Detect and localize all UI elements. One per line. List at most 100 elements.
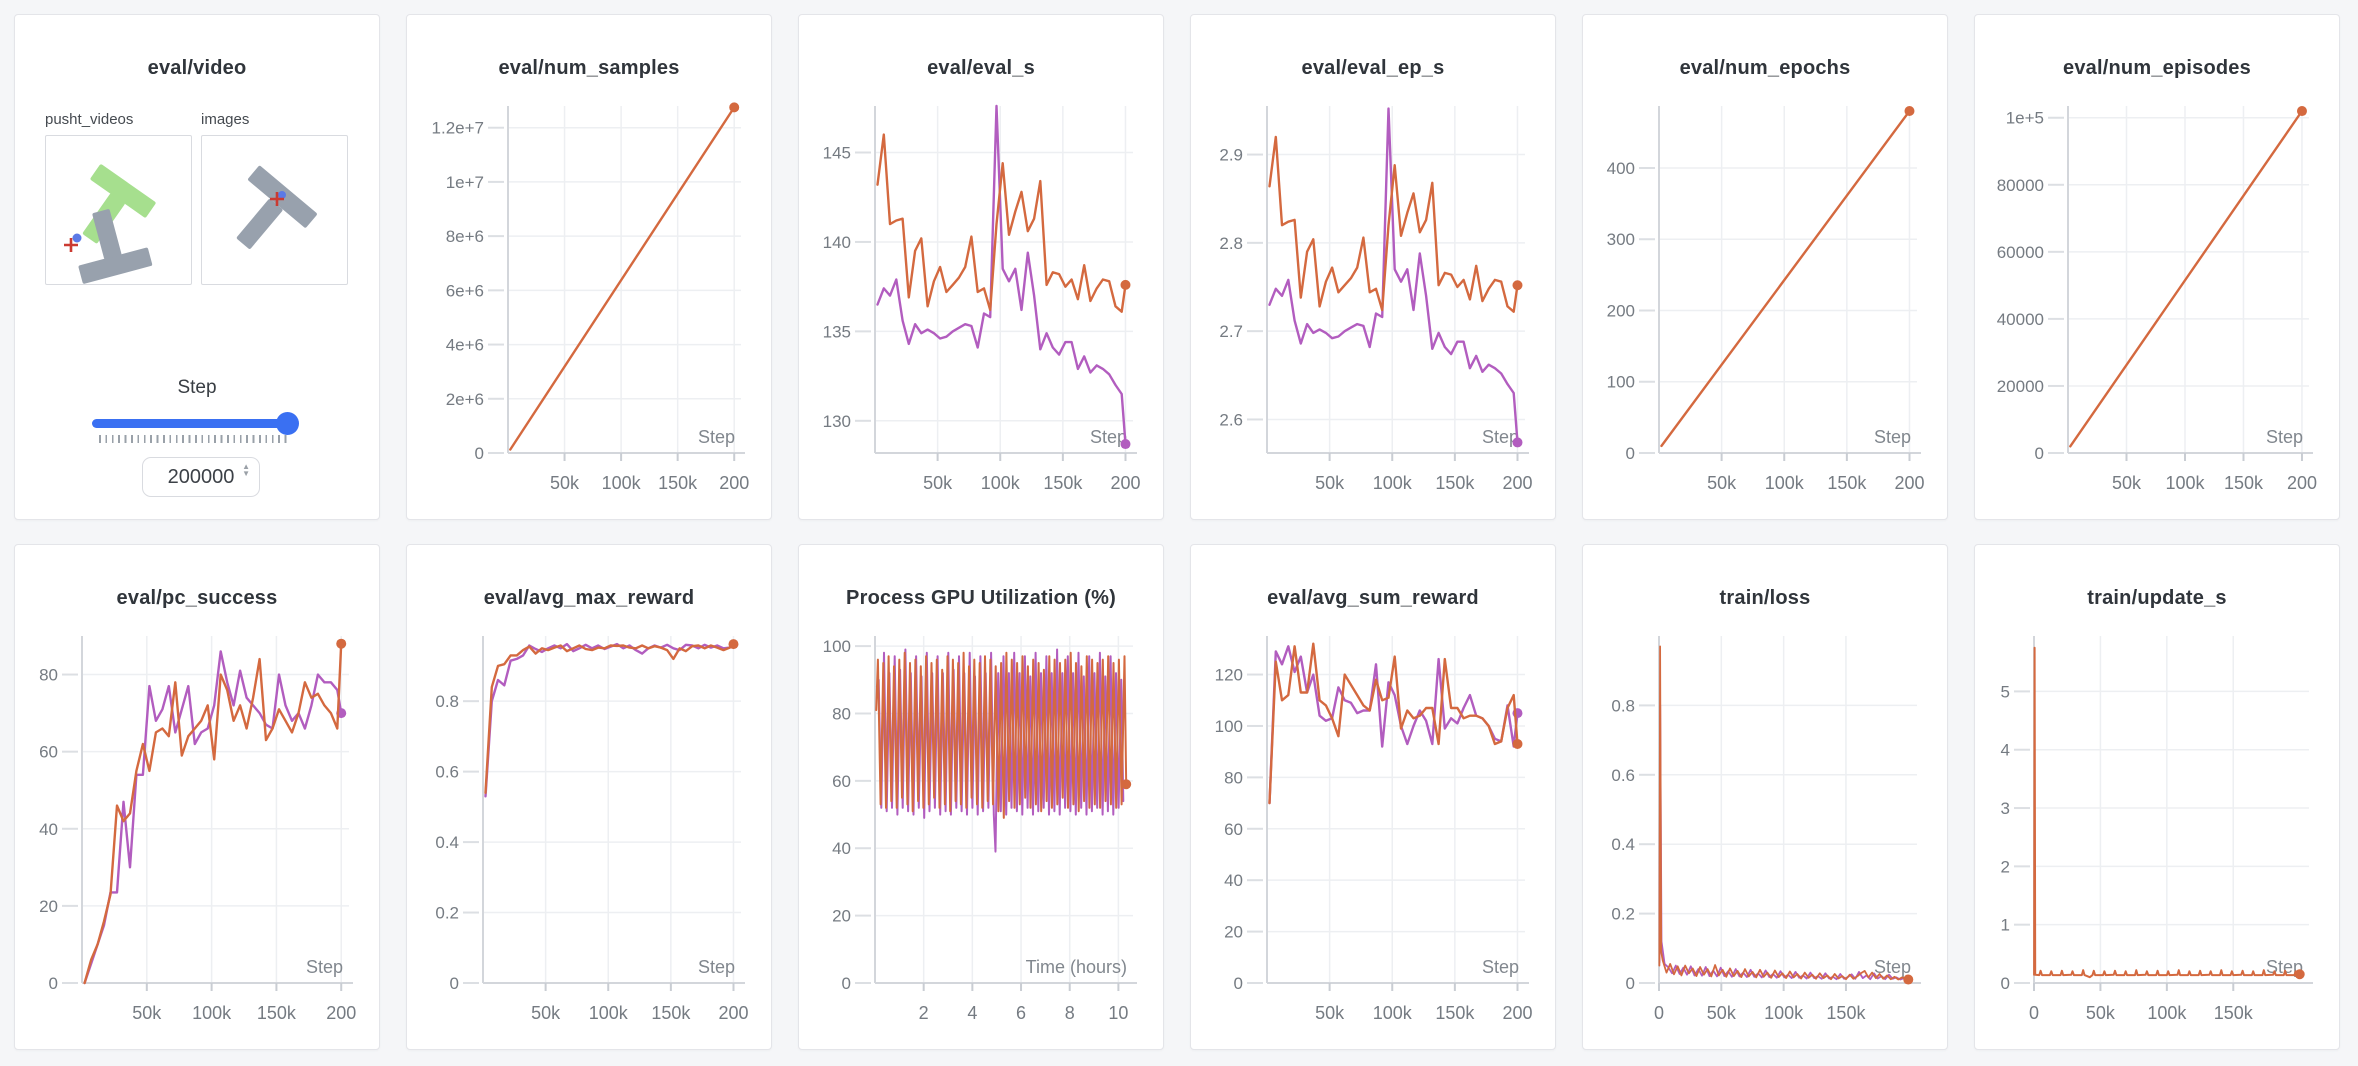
step-input[interactable]: 200000 ▲ ▼	[142, 457, 260, 497]
agent-dot-icon	[72, 233, 82, 243]
svg-text:150k: 150k	[2214, 1003, 2254, 1023]
svg-text:1e+7: 1e+7	[446, 173, 484, 192]
stepper-down-icon[interactable]: ▼	[242, 469, 250, 478]
chart-panel-num_episodes: eval/num_episodes 50k 100k 150k 200 0 20000 400…	[1974, 14, 2340, 520]
images-thumbnail[interactable]	[201, 135, 348, 285]
svg-text:0.8: 0.8	[435, 692, 459, 711]
svg-text:150k: 150k	[257, 1003, 297, 1023]
stepper-up-icon[interactable]: ▲	[242, 462, 250, 471]
svg-text:0: 0	[1654, 1003, 1664, 1023]
svg-text:3: 3	[2001, 799, 2010, 818]
svg-text:50k: 50k	[923, 473, 953, 493]
svg-text:100k: 100k	[589, 1003, 629, 1023]
chart-canvas-avg_max_reward[interactable]: 50k 100k 150k 200 0 0.2 0.4 0.6 0.8 Step	[407, 545, 772, 1050]
svg-text:60: 60	[832, 772, 851, 791]
svg-text:100k: 100k	[2165, 473, 2205, 493]
chart-title: eval/eval_ep_s	[1301, 57, 1445, 79]
svg-text:0.4: 0.4	[435, 833, 459, 852]
chart-title: Process GPU Utilization (%)	[846, 587, 1116, 609]
svg-text:2: 2	[2001, 857, 2010, 876]
chart-title: train/update_s	[2087, 587, 2227, 609]
svg-text:100k: 100k	[981, 473, 1021, 493]
svg-text:0: 0	[49, 974, 58, 993]
svg-text:200: 200	[718, 1003, 748, 1023]
chart-canvas-eval_ep_s[interactable]: 50k 100k 150k 200 2.6 2.7 2.8 2.9 Step	[1191, 15, 1556, 520]
svg-text:130: 130	[823, 412, 851, 431]
svg-text:100k: 100k	[1764, 1003, 1804, 1023]
svg-text:100k: 100k	[192, 1003, 232, 1023]
svg-text:150k: 150k	[1826, 1003, 1866, 1023]
chart-canvas-train_loss[interactable]: 0 50k 100k 150k 0 0.2 0.4 0.6 0.8 Step	[1583, 545, 1948, 1050]
chart-canvas-num_samples[interactable]: 50k 100k 150k 200 0 2e+6 4e+6 6e+6 8e+6 1e+7 1.2e+…	[407, 15, 772, 520]
svg-text:20: 20	[1224, 923, 1243, 942]
chart-canvas-num_episodes[interactable]: 50k 100k 150k 200 0 20000 40000 60000 80000 1e+5 S…	[1975, 15, 2340, 520]
svg-text:0.2: 0.2	[1611, 905, 1635, 924]
svg-text:40: 40	[39, 820, 58, 839]
step-slider-track[interactable]	[92, 419, 295, 428]
svg-text:8e+6: 8e+6	[446, 227, 484, 246]
chart-canvas-eval_s[interactable]: 50k 100k 150k 200 130 135 140 145 Step	[799, 15, 1164, 520]
svg-text:200: 200	[1502, 1003, 1532, 1023]
svg-text:140: 140	[823, 233, 851, 252]
panel-title: eval/video	[147, 57, 247, 79]
svg-text:40: 40	[832, 839, 851, 858]
svg-text:150k: 150k	[658, 473, 698, 493]
svg-text:200: 200	[1110, 473, 1140, 493]
chart-panel-num_epochs: eval/num_epochs 50k 100k 150k 200 0 100 200 300 4…	[1582, 14, 1948, 520]
svg-text:100: 100	[823, 637, 851, 656]
media-panel-eval-video: eval/video pusht_videos images	[14, 14, 380, 520]
svg-text:80: 80	[832, 704, 851, 723]
pusht-video-thumbnail[interactable]	[45, 135, 192, 285]
chart-canvas-num_epochs[interactable]: 50k 100k 150k 200 0 100 200 300 400 Step	[1583, 15, 1948, 520]
svg-text:60000: 60000	[1997, 243, 2044, 262]
svg-text:0: 0	[842, 974, 851, 993]
pusht-image-icon	[236, 165, 317, 249]
svg-text:50k: 50k	[1707, 473, 1737, 493]
svg-text:1e+5: 1e+5	[2006, 109, 2044, 128]
svg-text:2.6: 2.6	[1219, 410, 1243, 429]
agent-dot-icon	[278, 191, 286, 199]
svg-text:Step: Step	[1482, 427, 1519, 447]
svg-text:4: 4	[2001, 741, 2010, 760]
svg-text:300: 300	[1607, 230, 1635, 249]
chart-title: eval/pc_success	[116, 587, 278, 609]
svg-text:100k: 100k	[1765, 473, 1805, 493]
chart-title: eval/avg_max_reward	[483, 587, 695, 609]
chart-panel-num_samples: eval/num_samples 50k 100k 150k 200 0 2e+6 4e+6 6…	[406, 14, 772, 520]
svg-text:0.8: 0.8	[1611, 696, 1635, 715]
step-slider-label: Step	[177, 377, 217, 398]
svg-text:5: 5	[2001, 682, 2010, 701]
svg-text:10: 10	[1108, 1003, 1128, 1023]
media-label-pusht-videos: pusht_videos	[45, 111, 134, 128]
svg-text:200: 200	[1502, 473, 1532, 493]
chart-panel-eval_ep_s: eval/eval_ep_s 50k 100k 150k 200 2.6 2.7 2.8 2.9…	[1190, 14, 1556, 520]
svg-text:50k: 50k	[2112, 473, 2142, 493]
goal-cross-icon	[64, 238, 78, 252]
chart-title: eval/eval_s	[927, 57, 1035, 79]
svg-text:200: 200	[2287, 473, 2317, 493]
chart-canvas-avg_sum_reward[interactable]: 50k 100k 150k 200 0 20 40 60 80 100 120 Step	[1191, 545, 1556, 1050]
svg-text:50k: 50k	[1707, 1003, 1737, 1023]
chart-canvas-pc_success[interactable]: 50k 100k 150k 200 0 20 40 60 80 Step	[15, 545, 380, 1050]
svg-text:Step: Step	[1482, 957, 1519, 977]
svg-text:50k: 50k	[550, 473, 580, 493]
svg-text:100: 100	[1607, 373, 1635, 392]
svg-text:50k: 50k	[2086, 1003, 2116, 1023]
svg-text:Step: Step	[698, 957, 735, 977]
svg-text:0.6: 0.6	[435, 763, 459, 782]
svg-text:200: 200	[719, 473, 749, 493]
svg-text:Step: Step	[698, 427, 735, 447]
svg-text:100k: 100k	[1373, 1003, 1413, 1023]
step-slider-handle[interactable]	[276, 412, 299, 435]
svg-text:8: 8	[1065, 1003, 1075, 1023]
svg-text:0: 0	[1234, 974, 1243, 993]
svg-text:0: 0	[1626, 974, 1635, 993]
svg-text:60: 60	[39, 743, 58, 762]
svg-text:4e+6: 4e+6	[446, 336, 484, 355]
chart-panel-train_update_s: train/update_s 0 50k 100k 150k 0 1 2 3 4 5 Step	[1974, 544, 2340, 1050]
svg-text:Step: Step	[1090, 427, 1127, 447]
svg-text:20: 20	[39, 897, 58, 916]
